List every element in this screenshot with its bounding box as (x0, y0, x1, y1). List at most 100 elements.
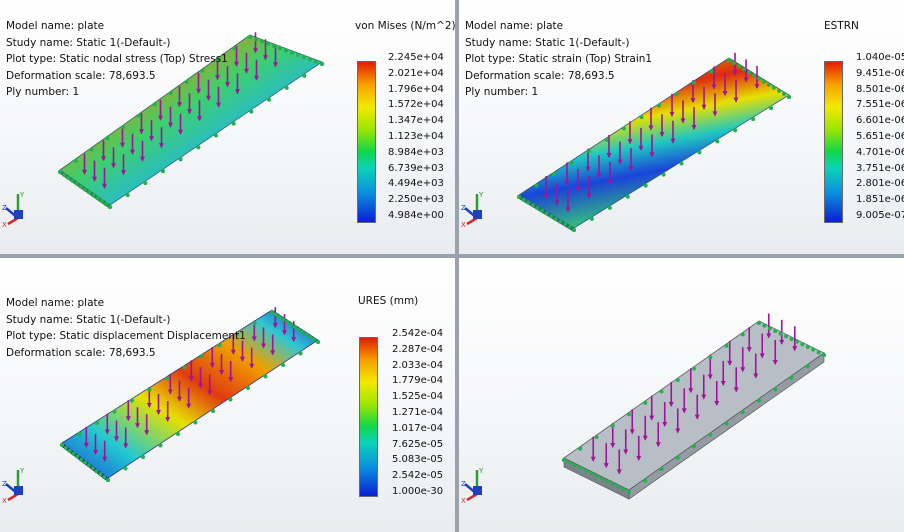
fixture-marker (284, 85, 289, 90)
fixture-marker (252, 321, 257, 326)
viewport-model[interactable]: Y Z X (459, 258, 904, 532)
load-arrows (82, 32, 278, 189)
load-arrow-head (680, 118, 686, 124)
load-arrow-head (732, 70, 738, 76)
fixture-marker (165, 376, 169, 381)
load-arrows (590, 313, 798, 475)
fixture-marker (293, 325, 297, 329)
fixture-marker (300, 330, 305, 334)
coordinate-triad-icon[interactable]: Y Z X (461, 464, 495, 504)
viewport-splitter-vertical[interactable] (455, 0, 459, 532)
displacement-plot-model[interactable] (0, 258, 455, 532)
fixture-marker (308, 335, 313, 339)
fixture-marker (193, 420, 198, 425)
fixture-marker (231, 121, 236, 126)
load-arrow-head (675, 428, 681, 434)
fixture-marker (266, 41, 270, 46)
fixture-marker (60, 443, 64, 447)
fixture-marker (567, 460, 572, 465)
fixture-marker (567, 225, 572, 230)
load-arrow-head (590, 456, 596, 462)
load-arrow-head (603, 463, 609, 469)
load-arrow-head (701, 104, 707, 110)
strain-plot-model[interactable] (459, 0, 904, 254)
fixture-marker (320, 62, 324, 66)
fixture-marker (709, 69, 714, 74)
coordinate-triad-icon[interactable]: Y Z X (2, 188, 36, 228)
load-arrow-head (177, 102, 182, 108)
fixture-markers (562, 321, 826, 494)
fixture-marker (312, 337, 317, 342)
load-arrow-head (662, 422, 668, 428)
fixture-marker (178, 157, 183, 162)
load-arrow-head (83, 442, 89, 448)
load-arrow-head (659, 132, 665, 138)
model-name-text: Model name: plate (465, 20, 564, 32)
viewport-strain-plot[interactable]: Model name: plate Study name: Static 1(-… (459, 0, 904, 254)
load-arrow-head (102, 456, 108, 462)
legend-title: ESTRN (824, 20, 859, 32)
svg-text:X: X (461, 221, 466, 228)
load-arrow-head (617, 159, 623, 165)
fixture-marker (610, 482, 615, 486)
svg-text:Z: Z (2, 480, 7, 488)
fixture-marker (816, 350, 821, 355)
fixture-marker (86, 463, 91, 468)
load-arrow-head (648, 125, 654, 131)
coordinate-triad-icon[interactable]: Y Z X (461, 188, 495, 228)
fixture-marker (692, 80, 696, 85)
svg-text:X: X (2, 497, 7, 504)
legend-title: von Mises (N/m^2) (355, 20, 455, 32)
fixture-marker (83, 187, 87, 192)
legend-title: URES (mm) (358, 295, 419, 307)
legend-tick-label: 2.542e-05 (392, 470, 444, 482)
svg-text:X: X (2, 221, 7, 228)
viewport-displacement-plot[interactable]: Model name: plate Study name: Static 1(-… (0, 258, 455, 532)
fixture-marker (769, 106, 774, 111)
fixture-marker (184, 80, 189, 84)
fixture-marker (296, 53, 300, 57)
fixture-marker (290, 50, 294, 55)
fixture-marker (102, 475, 107, 480)
load-arrow-head (254, 75, 259, 81)
load-arrow-head (753, 373, 759, 379)
fixture-marker (657, 103, 661, 108)
viewport-splitter-horizontal[interactable] (0, 254, 904, 258)
fixture-marker (643, 183, 648, 188)
fixture-marker (248, 35, 252, 39)
fixture-marker (71, 451, 76, 456)
load-arrow-head (93, 449, 98, 455)
load-arrow-head (253, 48, 258, 54)
legend-tick-label: 9.005e-07 (856, 209, 904, 221)
stress-plot-model[interactable] (0, 0, 455, 254)
fixture-marker (622, 126, 626, 131)
load-arrow-head (627, 139, 633, 145)
load-arrow-head (746, 347, 752, 353)
fixture-marker (235, 332, 239, 337)
plate-model[interactable] (459, 258, 904, 532)
fixture-marker (737, 64, 741, 69)
coordinate-triad-icon[interactable]: Y Z X (2, 464, 36, 504)
load-arrow-head (251, 336, 257, 342)
color-scale-bar[interactable] (359, 337, 378, 497)
fixture-marker (130, 398, 134, 403)
fixture-marker (616, 484, 621, 489)
fixture-marker (304, 332, 309, 337)
fixture-marker (822, 353, 826, 357)
fixture-marker (58, 170, 62, 174)
color-scale-bar[interactable] (824, 61, 843, 223)
fixture-markers (58, 35, 324, 209)
fixture-marker (314, 59, 318, 64)
viewport-stress-plot[interactable]: Model name: plate Study name: Static 1(-… (0, 0, 455, 254)
legend-tick-label: 1.123e+04 (388, 130, 444, 142)
fixture-marker (772, 85, 776, 90)
legend-tick-label: 7.625e-05 (392, 438, 444, 450)
load-arrow-head (273, 62, 278, 68)
fixture-marker (284, 48, 288, 53)
fixture-marker (553, 217, 558, 221)
fixture-marker (112, 409, 117, 414)
legend-tick-label: 2.250e+03 (388, 194, 444, 206)
fixture-marker (78, 184, 83, 189)
legend-tick-label: 9.451e-06 (856, 67, 904, 79)
color-scale-bar[interactable] (357, 61, 376, 223)
